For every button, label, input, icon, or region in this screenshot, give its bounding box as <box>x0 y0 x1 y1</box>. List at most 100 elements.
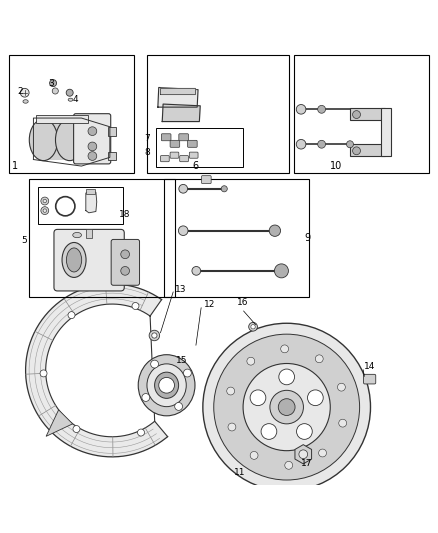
Text: 5: 5 <box>21 236 27 245</box>
Ellipse shape <box>56 119 84 160</box>
Bar <box>29 179 175 297</box>
Circle shape <box>307 390 323 406</box>
Circle shape <box>228 423 236 431</box>
FancyBboxPatch shape <box>170 152 179 158</box>
Bar <box>147 55 289 173</box>
Bar <box>10 55 134 173</box>
Ellipse shape <box>155 372 179 398</box>
FancyBboxPatch shape <box>160 156 169 161</box>
Circle shape <box>261 424 277 439</box>
Circle shape <box>43 199 46 203</box>
Bar <box>108 127 116 135</box>
Circle shape <box>149 330 159 341</box>
Circle shape <box>250 451 258 459</box>
Circle shape <box>192 266 201 275</box>
Circle shape <box>52 88 58 94</box>
Ellipse shape <box>147 364 186 407</box>
Circle shape <box>269 225 281 236</box>
Circle shape <box>299 450 307 458</box>
Circle shape <box>40 370 47 377</box>
Bar <box>350 144 385 157</box>
Polygon shape <box>160 88 195 94</box>
Circle shape <box>41 197 49 205</box>
Circle shape <box>275 264 288 278</box>
Ellipse shape <box>23 100 28 103</box>
Circle shape <box>339 419 346 427</box>
FancyBboxPatch shape <box>161 134 171 141</box>
Circle shape <box>250 390 266 406</box>
Bar <box>86 189 95 195</box>
Polygon shape <box>86 191 97 213</box>
Circle shape <box>297 424 312 439</box>
Circle shape <box>353 147 360 155</box>
Bar <box>108 152 116 160</box>
Circle shape <box>121 250 130 259</box>
Circle shape <box>214 334 360 480</box>
Polygon shape <box>162 104 200 122</box>
FancyBboxPatch shape <box>170 140 180 147</box>
Bar <box>155 128 243 167</box>
FancyBboxPatch shape <box>189 152 198 158</box>
Text: 6: 6 <box>192 161 198 171</box>
Ellipse shape <box>138 354 195 416</box>
FancyBboxPatch shape <box>111 239 140 285</box>
FancyBboxPatch shape <box>187 140 197 147</box>
Bar <box>38 187 123 224</box>
Text: 12: 12 <box>204 301 215 310</box>
Text: 8: 8 <box>144 148 150 157</box>
Text: 11: 11 <box>234 468 246 477</box>
Bar <box>294 55 429 173</box>
Ellipse shape <box>68 98 73 101</box>
FancyBboxPatch shape <box>201 176 211 183</box>
Circle shape <box>221 185 227 192</box>
Circle shape <box>281 345 289 353</box>
Circle shape <box>142 393 150 401</box>
Circle shape <box>296 104 306 114</box>
Circle shape <box>285 462 293 469</box>
Bar <box>350 108 385 120</box>
FancyBboxPatch shape <box>54 229 124 291</box>
Circle shape <box>338 383 345 391</box>
Circle shape <box>249 322 258 331</box>
Circle shape <box>184 369 191 377</box>
Circle shape <box>73 425 80 432</box>
Text: 10: 10 <box>330 161 343 171</box>
Bar <box>164 179 308 297</box>
Text: 4: 4 <box>73 95 78 104</box>
Circle shape <box>132 303 139 310</box>
Text: 1: 1 <box>12 161 18 171</box>
Circle shape <box>159 377 174 393</box>
Ellipse shape <box>62 243 86 277</box>
Circle shape <box>179 184 187 193</box>
Circle shape <box>296 140 306 149</box>
FancyBboxPatch shape <box>179 134 188 141</box>
Text: 17: 17 <box>300 459 312 469</box>
Circle shape <box>88 152 97 160</box>
Polygon shape <box>158 87 198 107</box>
Circle shape <box>121 266 130 275</box>
Bar <box>381 108 392 157</box>
Circle shape <box>346 141 353 148</box>
Circle shape <box>175 402 183 410</box>
Circle shape <box>41 207 49 215</box>
Text: 13: 13 <box>175 285 187 294</box>
Text: 14: 14 <box>364 362 375 372</box>
Circle shape <box>318 449 326 457</box>
Circle shape <box>353 111 360 118</box>
Text: 16: 16 <box>237 297 249 306</box>
Bar <box>43 120 70 159</box>
Circle shape <box>43 209 46 212</box>
FancyBboxPatch shape <box>74 114 111 164</box>
Circle shape <box>243 364 330 451</box>
Circle shape <box>270 390 304 424</box>
Bar <box>35 115 88 123</box>
Circle shape <box>151 360 159 368</box>
Ellipse shape <box>73 232 81 238</box>
Circle shape <box>20 88 29 97</box>
Circle shape <box>227 387 235 395</box>
Ellipse shape <box>67 248 81 272</box>
Circle shape <box>247 357 255 365</box>
Bar <box>86 229 92 238</box>
FancyBboxPatch shape <box>180 156 188 161</box>
Ellipse shape <box>29 119 58 160</box>
